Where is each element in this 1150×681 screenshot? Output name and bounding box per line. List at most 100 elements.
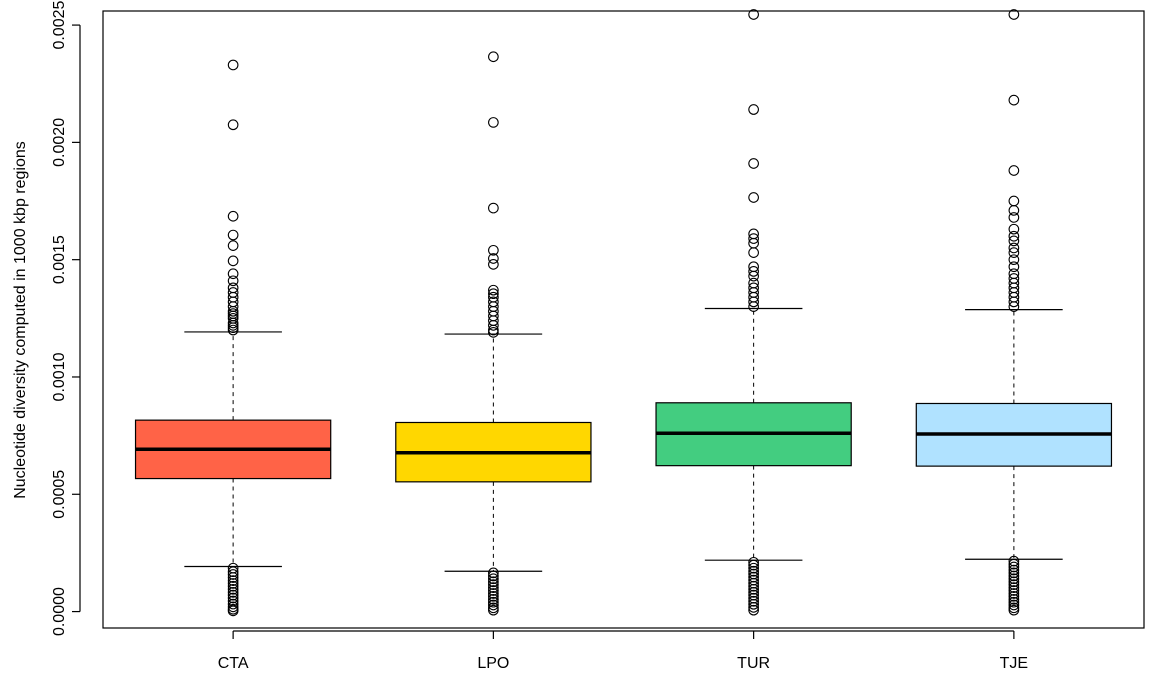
box-tur — [655, 9, 852, 616]
y-tick-label: 0.0005 — [51, 470, 68, 519]
outlier-point — [1008, 94, 1020, 106]
outlier-point — [488, 588, 499, 599]
outlier-point — [227, 59, 239, 71]
outlier-point — [1008, 254, 1020, 266]
outlier-point — [1008, 165, 1020, 176]
boxes-layer — [134, 9, 1113, 617]
y-axis-title: Nucleotide diversity computed in 1000 kb… — [12, 141, 29, 499]
outlier-point — [748, 104, 759, 115]
outlier-point — [227, 598, 239, 610]
outlier-point — [1008, 594, 1020, 605]
outlier-point — [1008, 242, 1020, 254]
box-lpo — [395, 51, 592, 616]
outlier-point — [1008, 582, 1020, 593]
y-tick-label: 0.0020 — [51, 118, 68, 167]
outlier-point — [748, 192, 759, 203]
outlier-point — [1008, 9, 1020, 20]
outlier-point — [488, 202, 499, 214]
outlier-point — [1008, 561, 1020, 573]
outlier-point — [1008, 555, 1020, 567]
outlier-point — [1008, 205, 1020, 216]
outlier-point — [488, 594, 499, 605]
outlier-point — [1008, 261, 1020, 273]
outlier-point — [488, 51, 499, 63]
outlier-point — [227, 580, 239, 592]
y-tick-label: 0.0010 — [51, 352, 68, 401]
outlier-point — [1008, 570, 1020, 582]
outlier-point — [1008, 573, 1020, 585]
outlier-point — [227, 119, 239, 131]
outlier-point — [1008, 567, 1020, 579]
outlier-point — [748, 562, 759, 574]
outlier-point — [488, 596, 499, 608]
outlier-point — [1008, 588, 1020, 599]
outlier-point — [1008, 604, 1020, 616]
outlier-point — [488, 117, 499, 128]
y-axis: 0.0000 0.0005 0.0010 0.0015 0.0020 0.0025 — [51, 1, 81, 636]
outlier-point — [488, 320, 499, 331]
outlier-point — [227, 569, 239, 580]
outlier-point — [748, 296, 759, 308]
box-tje — [915, 9, 1113, 616]
outlier-point — [748, 247, 759, 258]
outlier-point — [488, 585, 499, 596]
outlier-point — [227, 583, 239, 595]
outlier-point — [488, 284, 499, 296]
x-axis: CTA LPO TUR TJE — [218, 630, 1028, 672]
outlier-point — [227, 566, 239, 578]
box-cta — [134, 59, 332, 617]
outlier-point — [748, 602, 759, 613]
outlier-point — [227, 572, 239, 583]
outlier-point — [748, 301, 759, 312]
outlier-point — [748, 565, 759, 577]
outlier-point — [227, 605, 239, 617]
y-tick-label: 0.0025 — [51, 1, 68, 50]
outlier-point — [1008, 590, 1020, 602]
outlier-point — [748, 583, 759, 595]
outlier-point — [488, 604, 499, 616]
outlier-point — [488, 582, 499, 593]
outlier-point — [748, 604, 759, 616]
outlier-point — [748, 559, 759, 571]
outlier-point — [748, 270, 759, 282]
x-tick-label: TUR — [737, 655, 770, 672]
outlier-point — [227, 589, 239, 601]
outlier-point — [1008, 212, 1020, 223]
y-tick-label: 0.0000 — [51, 587, 68, 636]
outlier-point — [1008, 564, 1020, 576]
outlier-point — [748, 266, 759, 277]
outlier-point — [488, 573, 499, 585]
outlier-point — [748, 158, 759, 169]
outlier-point — [488, 579, 499, 590]
outlier-point — [1008, 558, 1020, 570]
outlier-point — [1008, 599, 1020, 611]
outlier-point — [488, 590, 499, 602]
outlier-point — [1008, 579, 1020, 590]
outlier-point — [488, 244, 499, 256]
outlier-point — [488, 599, 499, 611]
outlier-point — [748, 595, 759, 607]
outlier-point — [227, 210, 239, 222]
outlier-point — [227, 575, 239, 586]
x-tick-label: LPO — [477, 655, 509, 672]
outlier-point — [227, 229, 239, 241]
outlier-point — [1008, 576, 1020, 588]
outlier-point — [488, 567, 499, 579]
outlier-point — [748, 586, 759, 598]
outlier-point — [1008, 301, 1020, 312]
outlier-point — [748, 556, 759, 568]
outlier-point — [1008, 230, 1020, 242]
outlier-point — [1008, 596, 1020, 608]
outlier-point — [748, 9, 759, 20]
outlier-point — [227, 240, 239, 251]
outlier-point — [227, 324, 239, 336]
outlier-point — [488, 327, 499, 338]
outlier-point — [227, 275, 239, 287]
outlier-point — [748, 580, 759, 592]
outlier-point — [488, 253, 499, 264]
outlier-point — [1008, 247, 1020, 258]
outlier-point — [488, 259, 499, 270]
x-tick-label: TJE — [1000, 655, 1028, 672]
outlier-point — [488, 570, 499, 582]
